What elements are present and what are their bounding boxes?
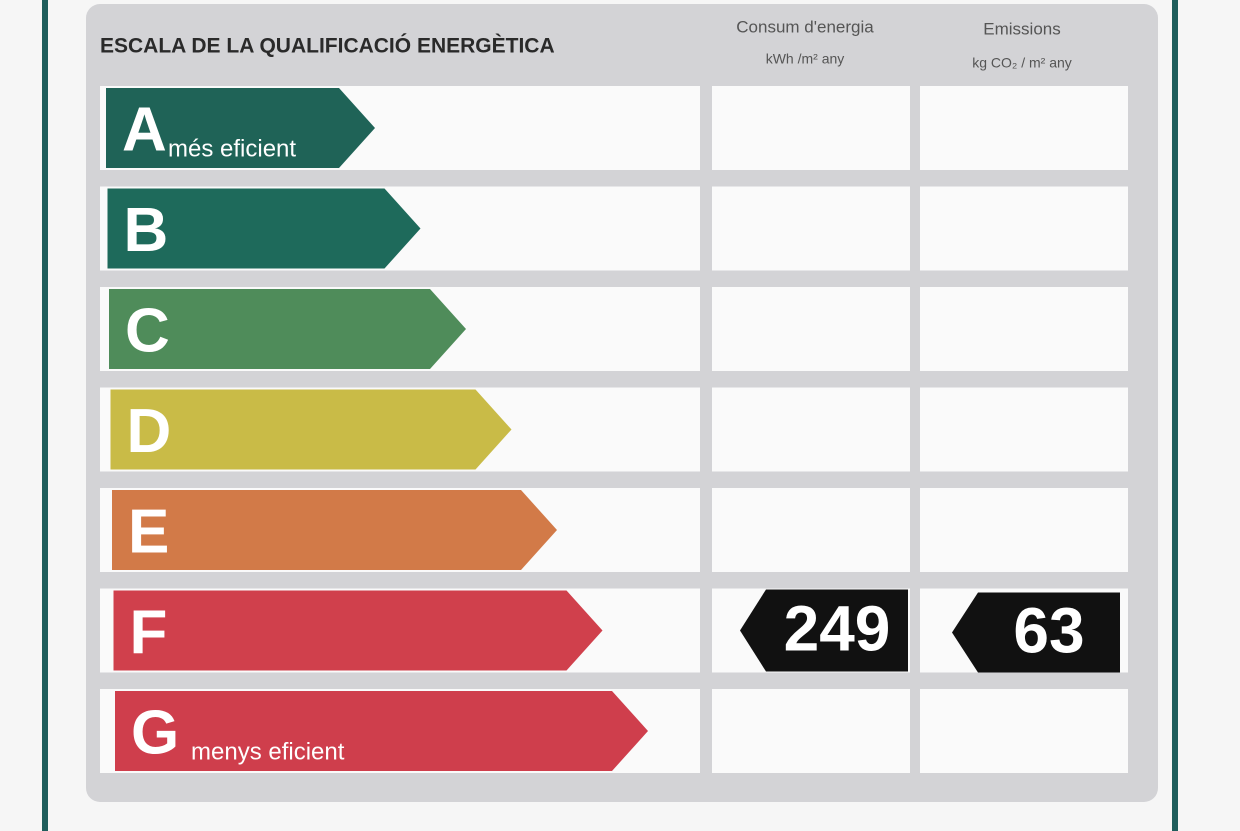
rating-letter: D [127, 397, 172, 466]
value-cell [712, 86, 910, 170]
rating-caption: més eficient [168, 135, 296, 162]
column-title: Emissions [983, 19, 1060, 38]
rating-letter: F [130, 598, 168, 667]
value-cell [920, 86, 1128, 170]
value-cell [712, 689, 910, 773]
rating-arrow [109, 289, 466, 369]
rating-letter: C [125, 296, 170, 365]
column-title: Consum d'energia [736, 17, 874, 36]
rating-arrow [115, 691, 648, 771]
value-badge [952, 592, 1120, 673]
rating-arrow [107, 188, 421, 269]
value-cell [920, 387, 1128, 472]
rating-letter: B [124, 196, 169, 265]
rating-caption: menys eficient [191, 738, 345, 765]
value-text: 63 [1013, 594, 1084, 666]
border-right [1172, 0, 1178, 831]
rating-arrow [112, 490, 557, 570]
value-cell [920, 689, 1128, 773]
value-cell [712, 186, 910, 271]
rating-arrow [106, 88, 375, 168]
border-left [42, 0, 48, 831]
value-cell [920, 186, 1128, 271]
title: ESCALA DE LA QUALIFICACIÓ ENERGÈTICA [100, 34, 555, 58]
rating-letter: A [122, 95, 167, 164]
rating-arrow [113, 590, 603, 671]
value-cell [920, 488, 1128, 572]
value-text: 249 [784, 592, 891, 664]
rating-letter: G [131, 698, 179, 767]
column-unit: kWh /m² any [766, 51, 845, 67]
rating-letter: E [128, 497, 169, 566]
column-unit: kg CO₂ / m² any [972, 55, 1072, 71]
value-cell [712, 287, 910, 371]
value-cell [712, 387, 910, 472]
value-badge [740, 589, 908, 672]
value-cell [920, 287, 1128, 371]
value-cell [712, 488, 910, 572]
rating-arrow [110, 389, 512, 470]
